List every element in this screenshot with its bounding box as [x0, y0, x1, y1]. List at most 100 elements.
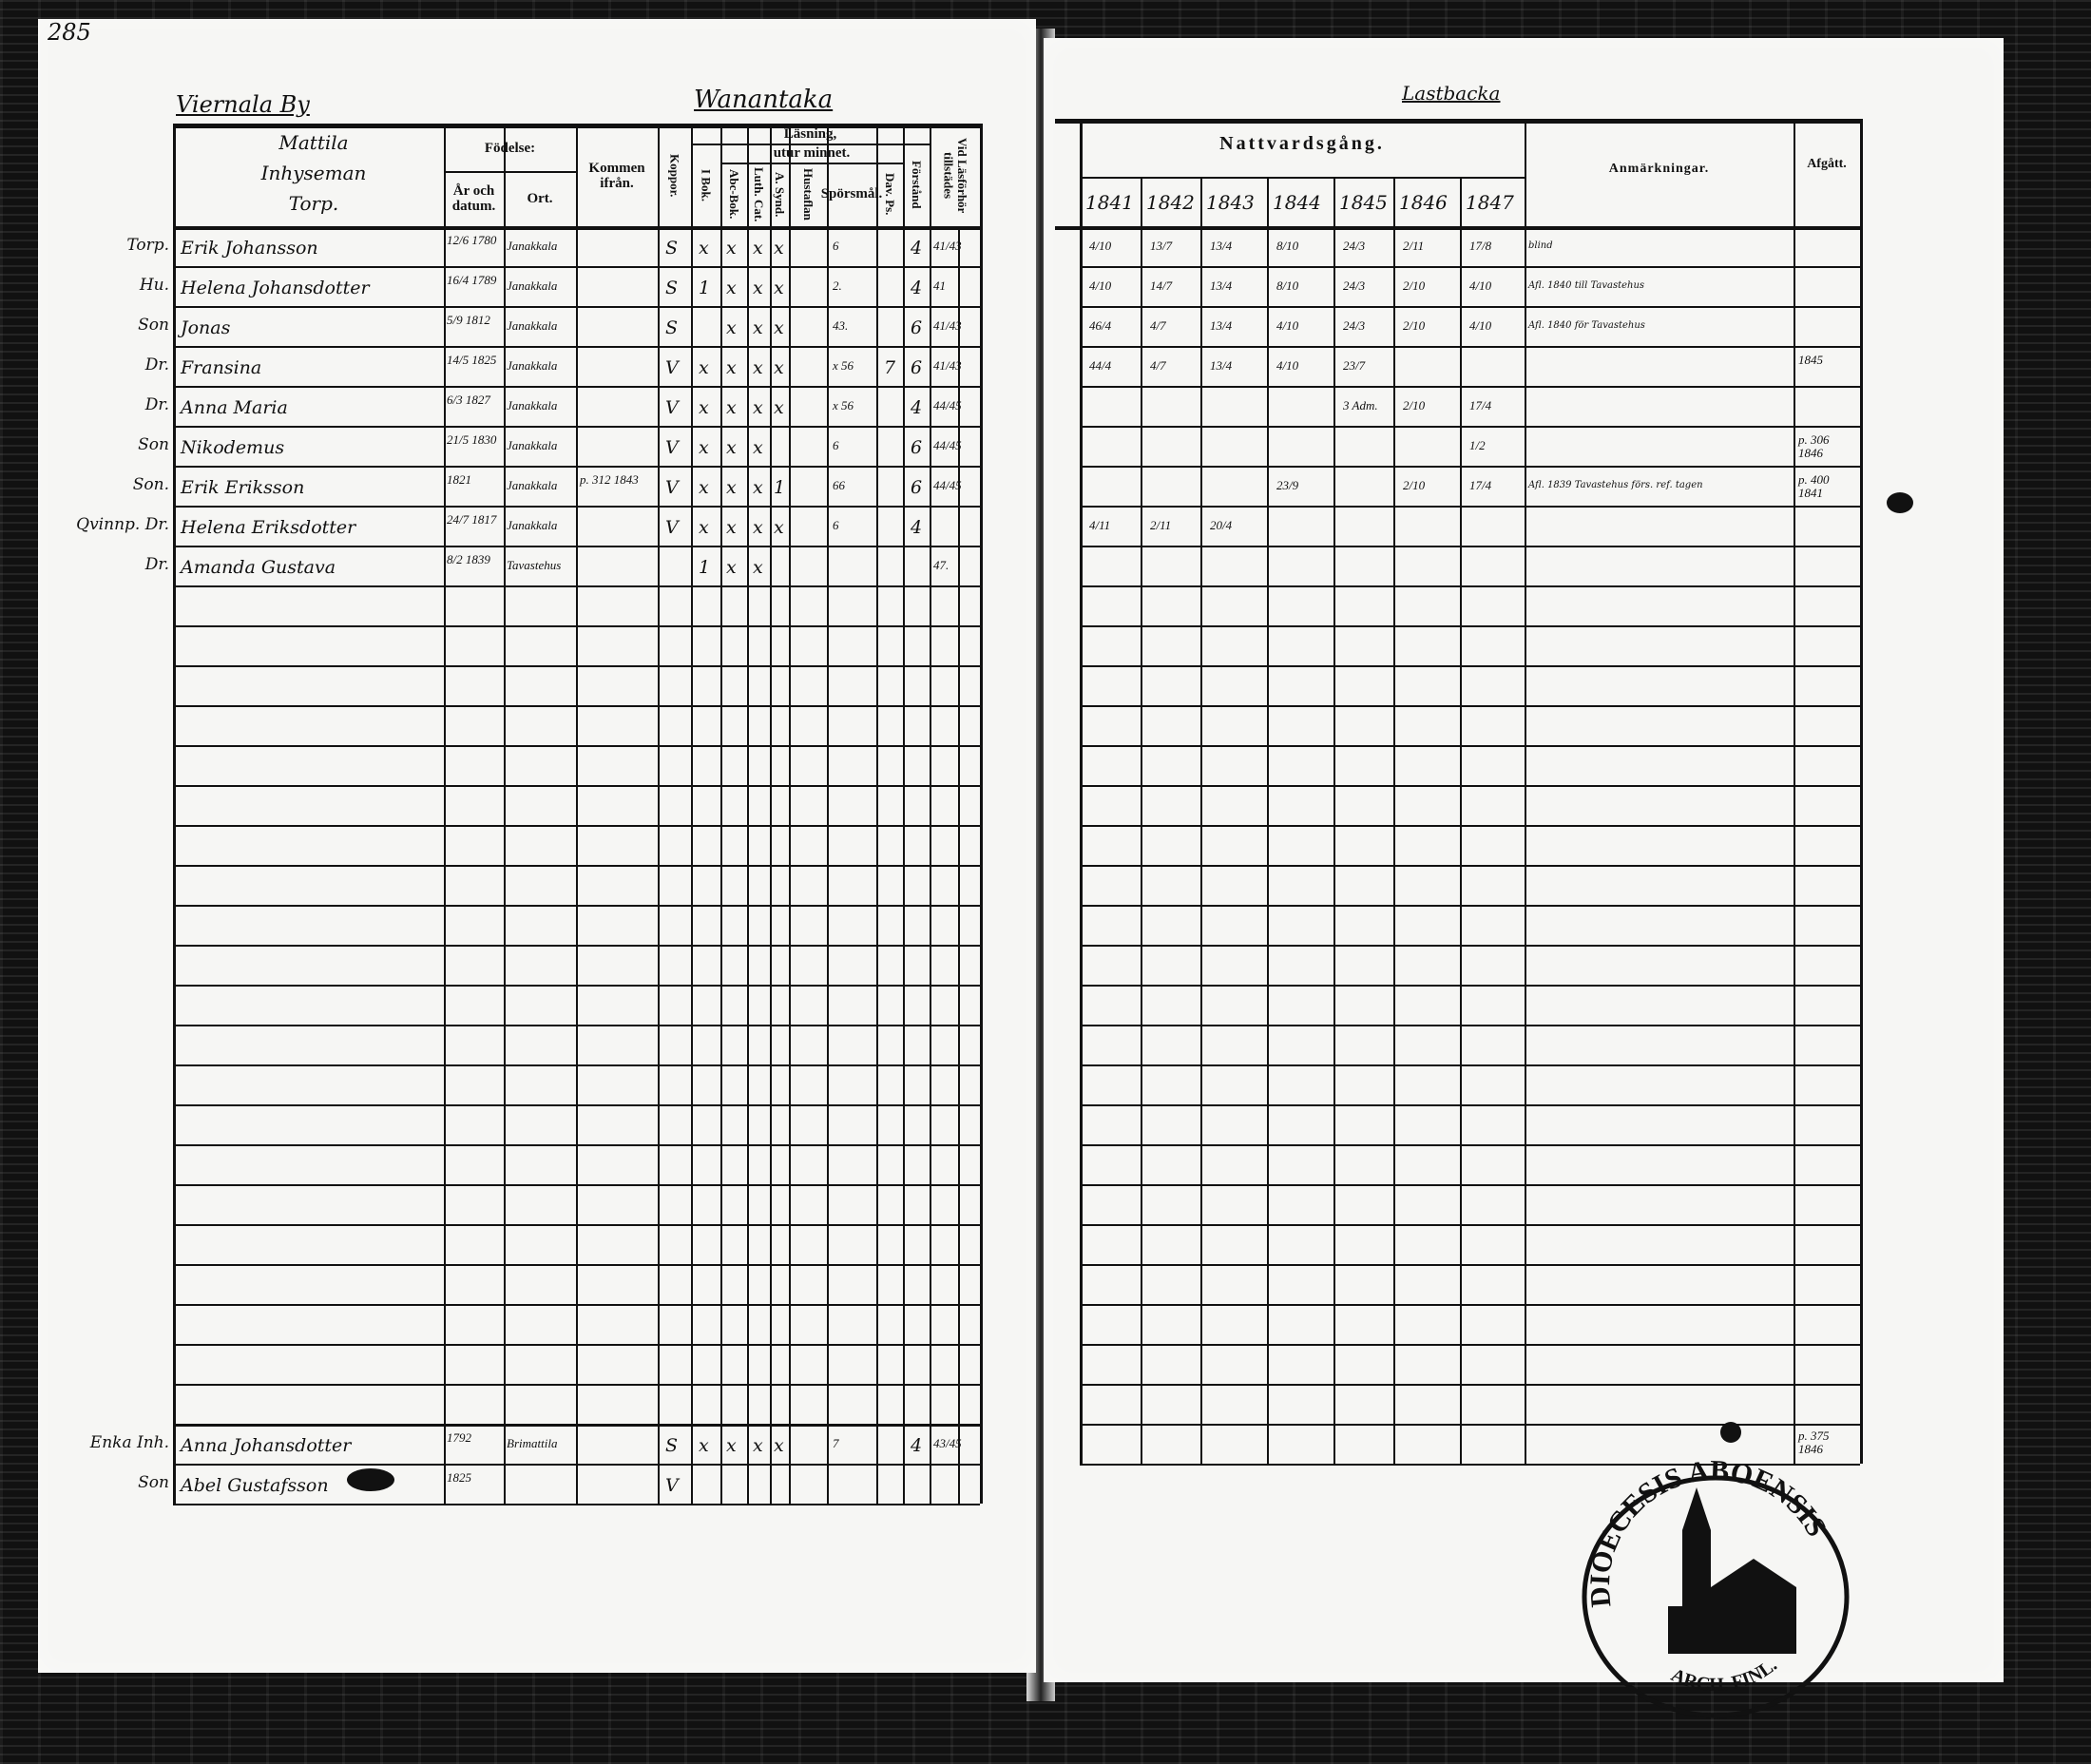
rule-line — [173, 1025, 980, 1026]
communion-date: 2/10 — [1403, 318, 1426, 333]
rule-line — [1080, 1064, 1860, 1066]
rule-line — [173, 745, 980, 747]
right-farm-name: Lastbacka — [1402, 82, 1501, 105]
cell-a-synd: x — [774, 238, 784, 259]
column-line — [770, 124, 772, 1504]
header-nattvardsgang: Nattvardsgång. — [1219, 133, 1385, 154]
cell-understanding: 4 — [911, 397, 923, 418]
rule-line — [1080, 1184, 1860, 1186]
header-abc-bok: Abc-Bok. — [727, 169, 742, 220]
cell-birth-date: 24/7 1817 — [447, 512, 497, 527]
cell-questions: x 56 — [833, 398, 854, 412]
column-line — [173, 124, 176, 1504]
rule-line — [1080, 585, 1860, 587]
column-line — [444, 124, 446, 1504]
cell-luther-catechism: x — [753, 357, 763, 378]
cell-reading-exam: 47. — [933, 558, 950, 572]
cell-name: Fransina — [181, 357, 262, 378]
cell-birth-place: Tavastehus — [507, 558, 562, 572]
cell-questions: 43. — [833, 318, 849, 333]
departure: p. 400 1841 — [1798, 472, 1830, 500]
cell-name: Nikodemus — [181, 437, 285, 458]
rule-line — [1080, 1424, 1860, 1426]
cell-reading-exam: 44/45 — [933, 478, 962, 492]
rule-line — [1080, 745, 1860, 747]
cell-abc-book: x — [726, 477, 737, 498]
header-anmarkningar: Anmärkningar. — [1608, 162, 1710, 176]
cell-birth-date: 5/9 1812 — [447, 313, 490, 327]
column-line — [1080, 119, 1083, 1464]
rule-line — [1080, 1304, 1860, 1306]
header-ort: Ort. — [527, 190, 553, 206]
cell-luther-catechism: x — [753, 517, 763, 538]
column-line — [789, 124, 791, 1504]
communion-date: 8/10 — [1276, 239, 1299, 253]
cell-name: Anna Maria — [181, 397, 288, 418]
household-header-line: Mattila — [278, 131, 349, 154]
rule-line — [173, 825, 980, 827]
rule-line — [1080, 177, 1525, 179]
rule-line — [1080, 945, 1860, 947]
communion-date: 17/4 — [1469, 398, 1492, 412]
communion-date: 13/4 — [1210, 239, 1233, 253]
rule-line — [173, 785, 980, 787]
communion-year: 1847 — [1466, 191, 1514, 214]
person-role: Son. — [132, 475, 169, 494]
cell-questions: 2. — [833, 278, 842, 293]
departure: p. 375 1846 — [1798, 1428, 1830, 1456]
cell-smallpox: S — [665, 317, 679, 338]
column-line — [1393, 179, 1395, 1464]
cell-reading-book: x — [699, 477, 709, 498]
cell-luther-catechism: x — [753, 557, 763, 578]
rule-line — [1080, 386, 1860, 388]
cell-birth-place: Janakkala — [507, 358, 558, 373]
header-afgatt: Afgått. — [1807, 157, 1847, 171]
rule-line — [1080, 1264, 1860, 1266]
cell-reading-exam: 44/45 — [933, 438, 962, 452]
remark: blind — [1528, 240, 1553, 251]
cell-smallpox: V — [665, 1475, 679, 1496]
cell-smallpox: V — [665, 357, 679, 378]
rule-line — [1055, 226, 1860, 230]
column-line — [980, 124, 983, 1504]
rule-line — [720, 163, 903, 164]
header-utur-minnet: utur minnet. — [773, 145, 851, 162]
cell-a-synd: x — [774, 278, 784, 298]
cell-understanding: 6 — [911, 357, 923, 378]
column-line — [576, 124, 578, 1504]
cell-dav-ps: 7 — [884, 357, 896, 378]
cell-birth-date: 1792 — [447, 1430, 471, 1445]
header-lasning: Läsning, — [783, 125, 837, 142]
cell-reading-exam: 41/43 — [933, 358, 962, 373]
rule-line — [1080, 266, 1860, 268]
header-vid-lasforhor: Vid Läsförhör tillstädes — [941, 138, 969, 214]
column-line — [691, 124, 693, 1504]
rule-line — [1080, 785, 1860, 787]
cell-luther-catechism: x — [753, 477, 763, 498]
rule-line — [173, 945, 980, 947]
cell-luther-catechism: x — [753, 397, 763, 418]
cell-smallpox: S — [665, 238, 679, 259]
rule-line — [1080, 1224, 1860, 1226]
cell-questions: 6 — [833, 518, 839, 532]
communion-date: 4/7 — [1150, 358, 1166, 373]
rule-line — [173, 865, 980, 867]
person-role: Enka Inh. — [89, 1433, 169, 1452]
church-icon — [1668, 1487, 1796, 1654]
cell-questions: 7 — [833, 1436, 839, 1450]
communion-date: 4/10 — [1089, 239, 1112, 253]
cell-abc-book: x — [726, 317, 737, 338]
rule-line — [691, 144, 930, 145]
cell-understanding: 4 — [911, 238, 923, 259]
communion-date: 2/11 — [1403, 239, 1425, 253]
rule-line — [173, 1104, 980, 1106]
cell-name: Helena Johansdotter — [181, 278, 370, 298]
column-line — [1460, 179, 1462, 1464]
communion-date: 23/7 — [1343, 358, 1366, 373]
cell-birth-place: Janakkala — [507, 518, 558, 532]
header-dav-ps: Dav. Ps. — [883, 173, 898, 216]
remark: Afl. 1839 Tavastehus förs. ref. tagen — [1528, 480, 1703, 490]
communion-date: 2/11 — [1150, 518, 1172, 532]
person-role: Son — [138, 435, 169, 454]
communion-year: 1843 — [1206, 191, 1255, 214]
